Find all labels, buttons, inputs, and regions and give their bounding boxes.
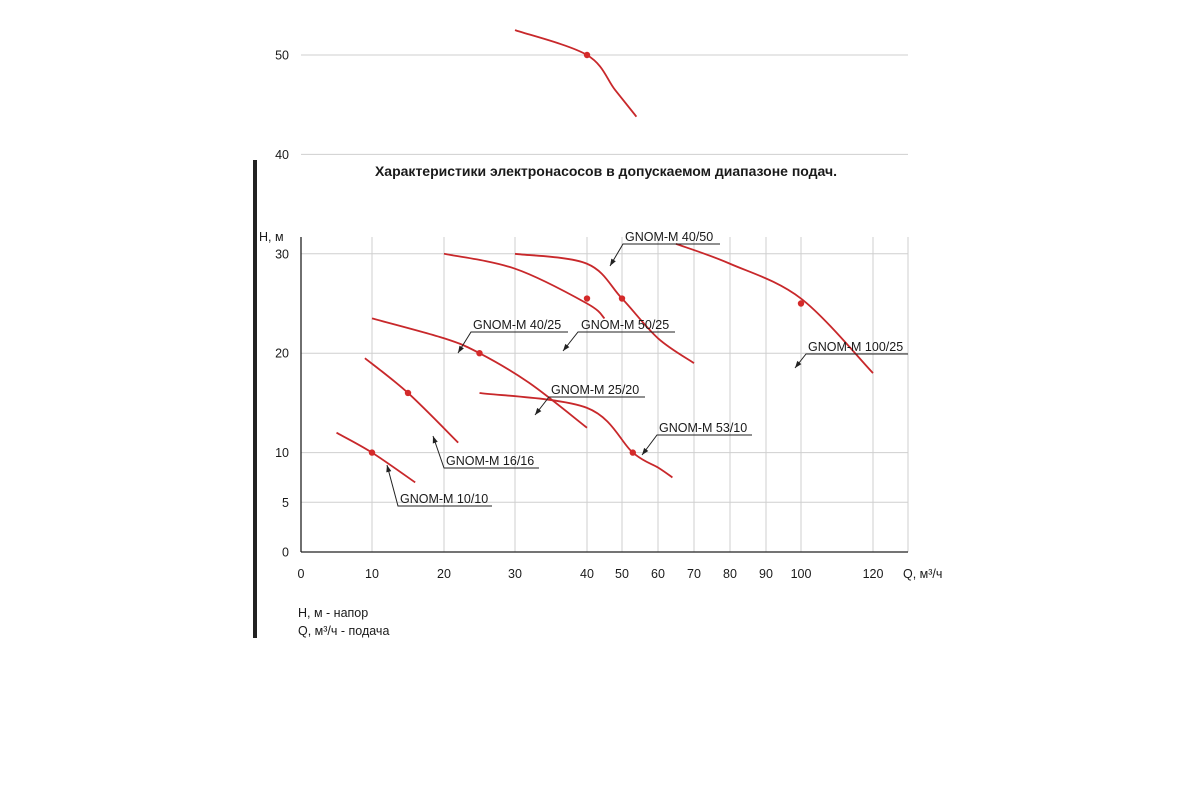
operating-point xyxy=(629,449,636,456)
y-tick-label: 40 xyxy=(275,148,289,162)
leader-line xyxy=(562,331,675,352)
curve-line xyxy=(479,392,673,479)
operating-point xyxy=(797,300,805,307)
y-tick-label: 50 xyxy=(275,49,289,63)
leader-arrow xyxy=(535,407,542,415)
y-tick-label: 20 xyxy=(275,347,289,361)
series-label: GNOM-M 40/50 xyxy=(625,230,713,244)
series-labels: GNOM-M 40/50 GNOM-M 40/25 GNOM-M 50/25 GNOM… xyxy=(386,230,908,507)
leader-line xyxy=(457,331,568,354)
leader-line xyxy=(432,435,539,469)
chart-title: Характеристики электронасосов в допускае… xyxy=(374,163,838,179)
curve-line xyxy=(336,431,416,484)
series-label: GNOM-M 53/10 xyxy=(659,421,747,435)
curve-line xyxy=(675,243,874,374)
x-tick-label: 90 xyxy=(759,567,773,581)
curves xyxy=(336,29,874,484)
leader-line xyxy=(609,243,720,267)
leader-line xyxy=(794,353,908,369)
y-tick-label: 5 xyxy=(282,496,289,510)
x-tick-label: 50 xyxy=(615,567,629,581)
grid xyxy=(301,54,909,552)
operating-point xyxy=(583,295,591,302)
x-tick-label: 40 xyxy=(580,567,594,581)
operating-point xyxy=(583,51,591,59)
series-label: GNOM-M 50/25 xyxy=(581,318,669,332)
leader-arrow xyxy=(563,343,570,351)
operating-point xyxy=(368,449,376,456)
leader-arrow xyxy=(642,447,649,455)
y-axis-title: H, м xyxy=(259,230,284,244)
leader-arrow xyxy=(458,345,464,353)
curve-line xyxy=(443,252,606,320)
x-tick-label: 70 xyxy=(687,567,701,581)
x-tick-label: 120 xyxy=(863,567,884,581)
leader-arrow xyxy=(610,258,616,266)
curve-line xyxy=(514,29,638,118)
leader-arrow xyxy=(432,436,438,444)
x-tick-label: 30 xyxy=(508,567,522,581)
x-axis-title: Q, м³/ч xyxy=(903,567,942,581)
leader-line xyxy=(534,396,645,416)
x-tick-label: 10 xyxy=(365,567,379,581)
series-label: GNOM-M 100/25 xyxy=(808,340,903,354)
note-flow: Q, м³/ч - подача xyxy=(298,624,390,638)
x-tick-label: 0 xyxy=(298,567,305,581)
series-label: GNOM-M 10/10 xyxy=(400,492,488,506)
series-label: GNOM-M 25/20 xyxy=(551,383,639,397)
x-tick-label: 60 xyxy=(651,567,665,581)
curve-line xyxy=(514,252,695,364)
x-tick-label: 100 xyxy=(791,567,812,581)
leader-line xyxy=(386,464,492,507)
curve-line xyxy=(371,317,588,429)
operating-point xyxy=(476,350,483,357)
leader-arrow xyxy=(795,360,802,368)
series-label: GNOM-M 40/25 xyxy=(473,318,561,332)
y-tick-label: 10 xyxy=(275,446,289,460)
y-tick-label: 30 xyxy=(275,247,289,261)
series-label: GNOM-M 16/16 xyxy=(446,454,534,468)
leader-line xyxy=(641,434,752,456)
y-tick-label: 0 xyxy=(282,546,289,560)
leader-arrow xyxy=(386,465,392,473)
note-head: H, м - напор xyxy=(298,606,369,620)
operating-point xyxy=(618,295,626,302)
axes: 0 5 10 20 30 40 50 0 10 20 30 40 50 60 70 80 90 100 120 H, … xyxy=(259,49,942,582)
x-tick-label: 80 xyxy=(723,567,737,581)
left-margin-bar xyxy=(253,160,257,638)
operating-point xyxy=(404,389,412,397)
x-tick-label: 20 xyxy=(437,567,451,581)
